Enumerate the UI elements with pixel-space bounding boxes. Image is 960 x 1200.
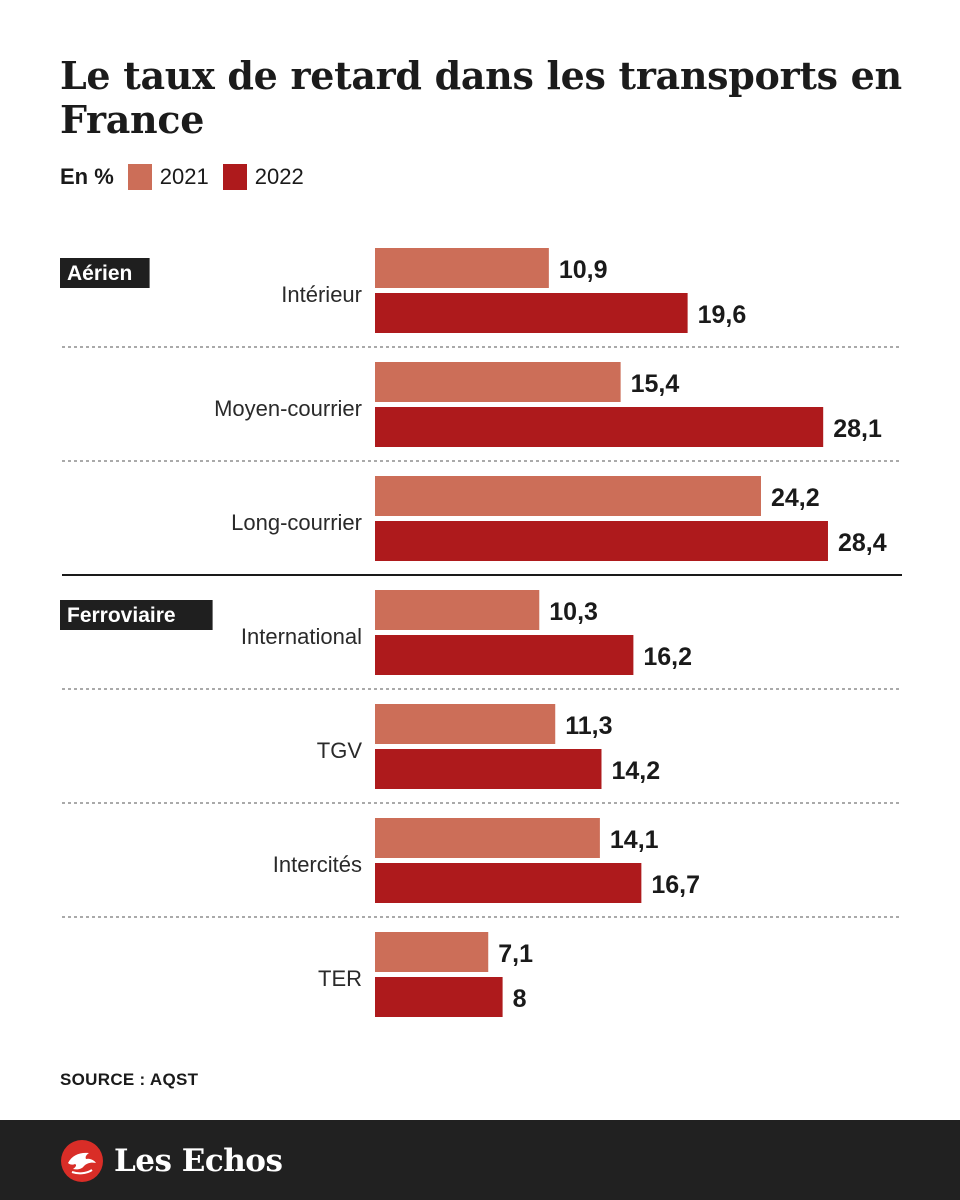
value-label-international-2022: 16,2 <box>643 643 692 671</box>
category-label-interieur: Intérieur <box>281 282 362 307</box>
value-label-tgv-2022: 14,2 <box>611 757 660 785</box>
chart-title: Le taux de retard dans les transports en… <box>60 53 902 142</box>
value-label-international-2021: 10,3 <box>549 598 598 626</box>
bar-international-2021 <box>375 590 540 630</box>
value-label-intercites-2022: 16,7 <box>651 871 700 899</box>
bar-intercites-2022 <box>375 863 642 903</box>
bar-moyen-courrier-2022 <box>375 407 824 447</box>
category-label-long-courrier: Long-courrier <box>231 510 362 535</box>
value-label-moyen-courrier-2021: 15,4 <box>631 370 680 398</box>
legend-unit: En % <box>60 164 114 189</box>
bar-international-2022 <box>375 635 634 675</box>
brand: Les Echos <box>60 1139 283 1183</box>
bar-interieur-2022 <box>375 293 688 333</box>
group-badge-aerien <box>60 258 150 288</box>
value-label-long-courrier-2022: 28,4 <box>838 529 887 557</box>
value-label-long-courrier-2021: 24,2 <box>771 484 820 512</box>
source-note: SOURCE : AQST <box>60 1070 199 1089</box>
bar-long-courrier-2022 <box>375 521 828 561</box>
category-label-moyen-courrier: Moyen-courrier <box>214 396 362 421</box>
bar-intercites-2021 <box>375 818 600 858</box>
legend: En % 2021 2022 <box>60 162 318 192</box>
group-label-aerien: Aérien <box>67 262 132 285</box>
footer-bar: Les Echos <box>0 1120 960 1200</box>
brand-name: Les Echos <box>114 1143 283 1179</box>
bar-tgv-2022 <box>375 749 602 789</box>
value-label-interieur-2022: 19,6 <box>698 301 747 329</box>
legend-label-2022: 2022 <box>254 164 304 189</box>
group-badge-ferroviaire <box>60 600 213 630</box>
legend-label-2021: 2021 <box>159 164 209 189</box>
value-label-moyen-courrier-2022: 28,1 <box>833 415 882 443</box>
les-echos-logo-icon <box>61 1140 103 1182</box>
bar-moyen-courrier-2021 <box>375 362 621 402</box>
value-label-intercites-2021: 14,1 <box>610 826 659 854</box>
bar-ter-2022 <box>375 977 503 1017</box>
bar-interieur-2021 <box>375 248 549 288</box>
bar-long-courrier-2021 <box>375 476 761 516</box>
category-label-international: International <box>241 624 362 649</box>
group-label-ferroviaire: Ferroviaire <box>67 604 176 627</box>
category-label-intercites: Intercités <box>273 852 362 877</box>
legend-swatch-2021 <box>127 164 152 190</box>
bar-chart: Aérien Intérieur 10,9 19,6 Moyen-courrier 15,… <box>60 248 902 1017</box>
bar-ter-2021 <box>375 932 489 972</box>
value-label-ter-2022: 8 <box>513 985 527 1013</box>
value-label-interieur-2021: 10,9 <box>559 256 608 284</box>
value-label-tgv-2021: 11,3 <box>565 712 612 740</box>
legend-swatch-2022 <box>222 164 247 190</box>
category-label-tgv: TGV <box>317 738 363 763</box>
category-label-ter: TER <box>318 966 362 991</box>
value-label-ter-2021: 7,1 <box>498 940 533 968</box>
bar-tgv-2021 <box>375 704 556 744</box>
